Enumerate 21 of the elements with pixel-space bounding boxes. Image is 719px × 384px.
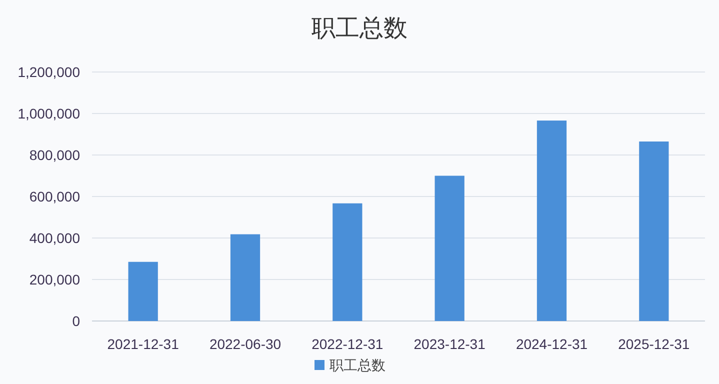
x-tick-label: 2022-12-31 [312,336,384,352]
y-tick-label: 1,000,000 [18,106,80,122]
bar [639,142,669,321]
bar [128,262,158,321]
x-tick-label: 2023-12-31 [414,336,486,352]
legend-label: 职工总数 [330,357,386,373]
x-tick-label: 2021-12-31 [107,336,180,352]
y-tick-label: 0 [72,313,80,329]
y-tick-label: 200,000 [29,272,80,288]
x-tick-label: 2022-06-30 [209,336,282,352]
y-tick-label: 800,000 [29,147,80,163]
chart-title: 职工总数 [312,15,408,42]
x-tick-label: 2025-12-31 [618,336,690,352]
bar [434,176,464,321]
bar [332,203,362,321]
y-tick-label: 600,000 [29,188,80,204]
y-tick-label: 1,200,000 [18,64,80,80]
x-tick-label: 2024-12-31 [516,336,588,352]
y-tick-label: 400,000 [29,230,80,246]
bar [230,234,260,321]
bar [536,120,567,321]
